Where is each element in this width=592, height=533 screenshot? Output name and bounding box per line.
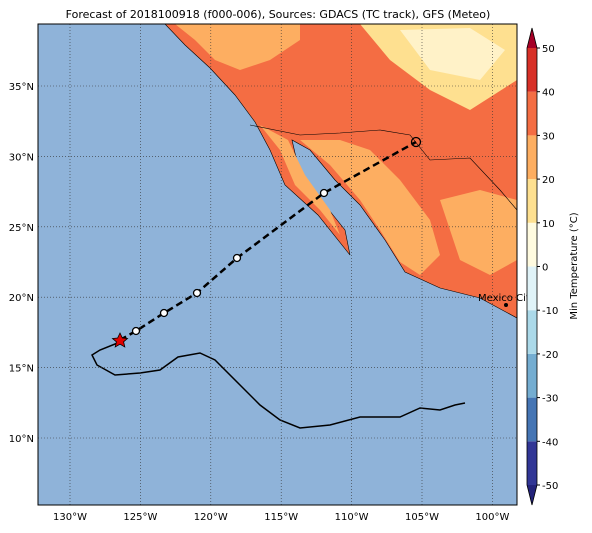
colorbar-tick-label: -50 [542, 481, 558, 492]
colorbar-band [527, 353, 537, 398]
colorbar-band [527, 222, 537, 267]
lat-label: 35°N [9, 82, 34, 93]
lat-label: 20°N [9, 293, 34, 304]
colorbar-label: Min Temperature (°C) [569, 212, 580, 319]
lon-label: 100°W [475, 512, 509, 523]
lon-label: 130°W [53, 512, 87, 523]
colorbar-band [527, 135, 537, 180]
lat-label: 15°N [9, 364, 34, 375]
colorbar-band [527, 179, 537, 223]
colorbar-under [527, 485, 537, 505]
colorbar-over [527, 28, 537, 48]
colorbar-band [527, 310, 537, 354]
colorbar-tick-label: -10 [542, 306, 558, 317]
colorbar-tick-label: 50 [542, 44, 555, 55]
lon-label: 120°W [194, 512, 228, 523]
colorbar-band [527, 266, 537, 311]
colorbar-tick-label: -30 [542, 394, 558, 405]
lon-label: 125°W [123, 512, 157, 523]
colorbar-tick-label: 20 [542, 175, 555, 186]
colorbar-tick-label: -40 [542, 437, 558, 448]
colorbar-band [527, 441, 537, 485]
colorbar-band [527, 48, 537, 92]
colorbar-tick-label: 0 [542, 263, 548, 274]
lon-label: 105°W [405, 512, 439, 523]
lon-label: 110°W [335, 512, 369, 523]
colorbar-tick-label: -20 [542, 350, 558, 361]
title: Forecast of 2018100918 (f000-006), Sourc… [66, 8, 491, 21]
lon-label: 115°W [264, 512, 298, 523]
colorbar-band [527, 397, 537, 442]
lat-label: 30°N [9, 152, 34, 163]
city-label: Mexico City [478, 293, 536, 304]
colorbar-tick-label: 30 [542, 131, 555, 142]
lat-label: 25°N [9, 223, 34, 234]
lat-label: 10°N [9, 434, 34, 445]
colorbar-tick-label: 40 [542, 88, 555, 99]
colorbar-band [527, 91, 537, 136]
map-frame [37, 23, 518, 506]
map [38, 24, 517, 505]
colorbar-tick-label: 10 [542, 219, 555, 230]
